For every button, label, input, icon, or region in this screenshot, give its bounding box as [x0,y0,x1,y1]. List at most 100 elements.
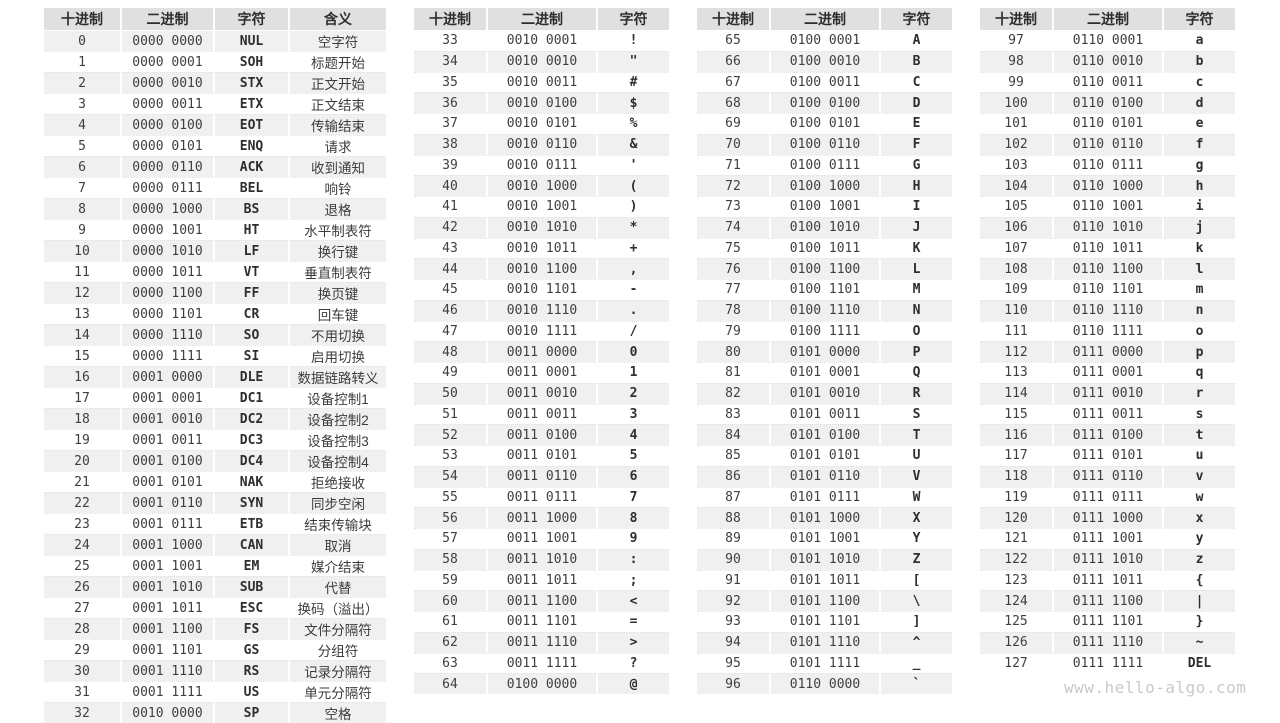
table-row: 49 0011 0001 1 [414,362,669,383]
binary-cell: 0101 0001 [769,362,879,383]
table-row: 50 0011 0010 2 [414,382,669,404]
table-row: 16 0001 0000 DLE 数据链路转义 [44,366,386,387]
meaning-cell: 换页键 [288,282,386,303]
binary-cell: 0010 1001 [486,196,596,217]
char-cell: o [1162,320,1235,342]
decimal-cell: 114 [980,382,1052,404]
header-row: 十进制 二进制 字符 [697,8,952,31]
decimal-cell: 32 [44,702,120,723]
table-row: 41 0010 1001) [414,196,669,217]
binary-cell: 0001 1011 [120,597,213,618]
decimal-cell: 96 [697,673,769,694]
table-row: 115 0111 0011 s [980,403,1235,425]
table-row: 0 0000 0000 NUL 空字符 [44,31,386,51]
decimal-cell: 99 [980,71,1052,93]
binary-cell: 0010 0111 [486,154,596,176]
char-cell: T [879,424,952,445]
decimal-cell: 62 [414,631,486,653]
column-header-binary: 二进制 [486,8,596,31]
binary-cell: 0111 1011 [1052,569,1162,591]
binary-cell: 0110 0000 [769,673,879,694]
binary-cell: 0000 1101 [120,303,213,324]
char-cell: { [1162,569,1235,591]
table-row: 63 0011 1111? [414,652,669,674]
char-cell: SI [213,345,288,366]
decimal-cell: 29 [44,639,120,660]
char-cell: l [1162,258,1235,279]
char-cell: HT [213,219,288,240]
binary-cell: 0011 0011 [486,403,596,425]
binary-cell: 0011 1011 [486,569,596,591]
table-row: 106 0110 1010 j [980,216,1235,238]
decimal-cell: 38 [414,133,486,155]
column-header-decimal: 十进制 [980,8,1052,31]
binary-cell: 0001 0110 [120,492,213,513]
binary-cell: 0111 0101 [1052,445,1162,466]
decimal-cell: 123 [980,569,1052,591]
decimal-cell: 83 [697,403,769,425]
decimal-cell: 64 [414,673,486,694]
binary-cell: 0100 0110 [769,133,879,155]
char-cell: SO [213,324,288,345]
char-cell: GS [213,639,288,660]
decimal-cell: 110 [980,299,1052,321]
char-cell: r [1162,382,1235,404]
binary-cell: 0101 0100 [769,424,879,445]
binary-cell: 0010 0110 [486,133,596,155]
decimal-cell: 97 [1008,33,1024,49]
decimal-cell: 1 [44,51,120,72]
table-row: 99 0110 0011 c [980,71,1235,93]
decimal-cell: 14 [44,324,120,345]
decimal-cell: 51 [414,403,486,425]
char-cell: SUB [213,576,288,597]
decimal-cell: 124 [980,590,1052,611]
decimal-cell: 120 [980,507,1052,528]
table-row: 113 0111 0001 q [980,362,1235,383]
decimal-cell: 6 [44,156,120,177]
table-row: 7 0000 0111 BEL 响铃 [44,177,386,198]
binary-cell: 0011 0001 [486,362,596,383]
char-cell: < [596,590,669,611]
binary-cell: 0001 0100 [120,450,213,471]
char-cell: ACK [213,156,288,177]
char-cell: SP [213,702,288,723]
decimal-cell: 118 [980,465,1052,487]
binary-cell: 0011 0000 [486,341,596,362]
binary-cell: 0000 1111 [120,345,213,366]
decimal-cell: 111 [980,320,1052,342]
table-row: 123 0111 1011{ [980,569,1235,591]
char-cell: + [596,237,669,259]
char-cell: h [1162,175,1235,196]
char-cell: z [1162,548,1235,570]
meaning-cell: 设备控制3 [288,429,386,450]
char-cell: a [1162,31,1235,51]
table-row: 68 0100 0100 D [697,92,952,113]
decimal-cell: 70 [697,133,769,155]
table-row: 38 0010 0110 & [414,133,669,155]
table-row: 117 0111 0101 u [980,445,1235,466]
table-row: 112 0111 0000 p [980,341,1235,362]
table-row: 39 0010 0111 ' [414,154,669,176]
meaning-cell: 数据链路转义 [288,366,386,387]
binary-cell: 0011 1100 [486,590,596,611]
table-row: 30 0001 1110 RS 记录分隔符 [44,660,386,681]
binary-cell: 0111 0000 [1052,341,1162,362]
char-cell: # [596,71,669,93]
binary-cell: 0000 0110 [120,156,213,177]
table-row: 9 0000 1001 HT 水平制表符 [44,219,386,240]
char-cell: t [1162,424,1235,445]
decimal-cell: 4 [44,114,120,135]
decimal-cell: 31 [44,681,120,702]
meaning-cell: 拒绝接收 [288,471,386,492]
decimal-cell: 98 [980,50,1052,72]
binary-cell: 0000 0100 [120,114,213,135]
binary-cell: 0000 1001 [120,219,213,240]
column-header-char: 字符 [1162,8,1235,31]
table-row: 67 0100 0011 C [697,71,952,93]
binary-cell: 0101 1101 [769,611,879,632]
char-cell: ` [879,673,952,694]
symbols-digits-table: 十进制 二进制 字符 33 0010 0001! 34 0010 0010 " 35 0010 0… [414,8,669,694]
table-row: 70 0100 0110 F [697,133,952,155]
binary-cell: 0010 1100 [486,258,596,279]
char-cell: 6 [596,465,669,487]
